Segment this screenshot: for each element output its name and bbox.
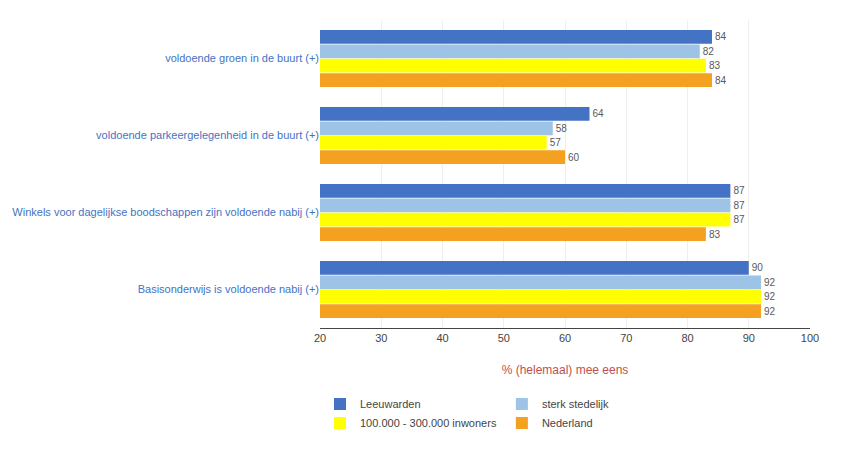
- svg-text:64: 64: [593, 108, 605, 119]
- svg-text:voldoende groen in de buurt (+: voldoende groen in de buurt (+): [165, 52, 319, 64]
- svg-text:92: 92: [764, 277, 776, 288]
- svg-text:50: 50: [498, 332, 510, 344]
- svg-text:90: 90: [743, 332, 755, 344]
- svg-text:Leeuwarden: Leeuwarden: [360, 398, 421, 410]
- svg-text:Basisonderwijs is voldoende na: Basisonderwijs is voldoende nabij (+): [138, 283, 319, 295]
- svg-text:90: 90: [752, 262, 764, 273]
- svg-text:30: 30: [375, 332, 387, 344]
- svg-text:92: 92: [764, 291, 776, 302]
- svg-text:82: 82: [703, 46, 715, 57]
- svg-text:100.000 - 300.000 inwoners: 100.000 - 300.000 inwoners: [360, 417, 497, 429]
- svg-text:84: 84: [715, 31, 727, 42]
- svg-text:84: 84: [715, 75, 727, 86]
- svg-text:Nederland: Nederland: [542, 417, 593, 429]
- svg-text:40: 40: [436, 332, 448, 344]
- svg-text:87: 87: [733, 185, 745, 196]
- svg-text:20: 20: [314, 332, 326, 344]
- svg-text:80: 80: [681, 332, 693, 344]
- svg-text:87: 87: [733, 200, 745, 211]
- svg-text:70: 70: [620, 332, 632, 344]
- svg-text:60: 60: [559, 332, 571, 344]
- svg-text:sterk stedelijk: sterk stedelijk: [542, 398, 609, 410]
- svg-text:87: 87: [733, 214, 745, 225]
- svg-text:voldoende parkeergelegenheid i: voldoende parkeergelegenheid in de buurt…: [96, 129, 319, 141]
- svg-text:83: 83: [709, 60, 721, 71]
- svg-text:92: 92: [764, 306, 776, 317]
- svg-text:83: 83: [709, 229, 721, 240]
- svg-text:57: 57: [550, 137, 562, 148]
- svg-text:% (helemaal) mee eens: % (helemaal) mee eens: [502, 363, 629, 377]
- svg-text:100: 100: [801, 332, 819, 344]
- svg-text:60: 60: [568, 152, 580, 163]
- svg-text:Winkels voor dagelijkse boodsc: Winkels voor dagelijkse boodschappen zij…: [12, 206, 319, 218]
- svg-text:58: 58: [556, 123, 568, 134]
